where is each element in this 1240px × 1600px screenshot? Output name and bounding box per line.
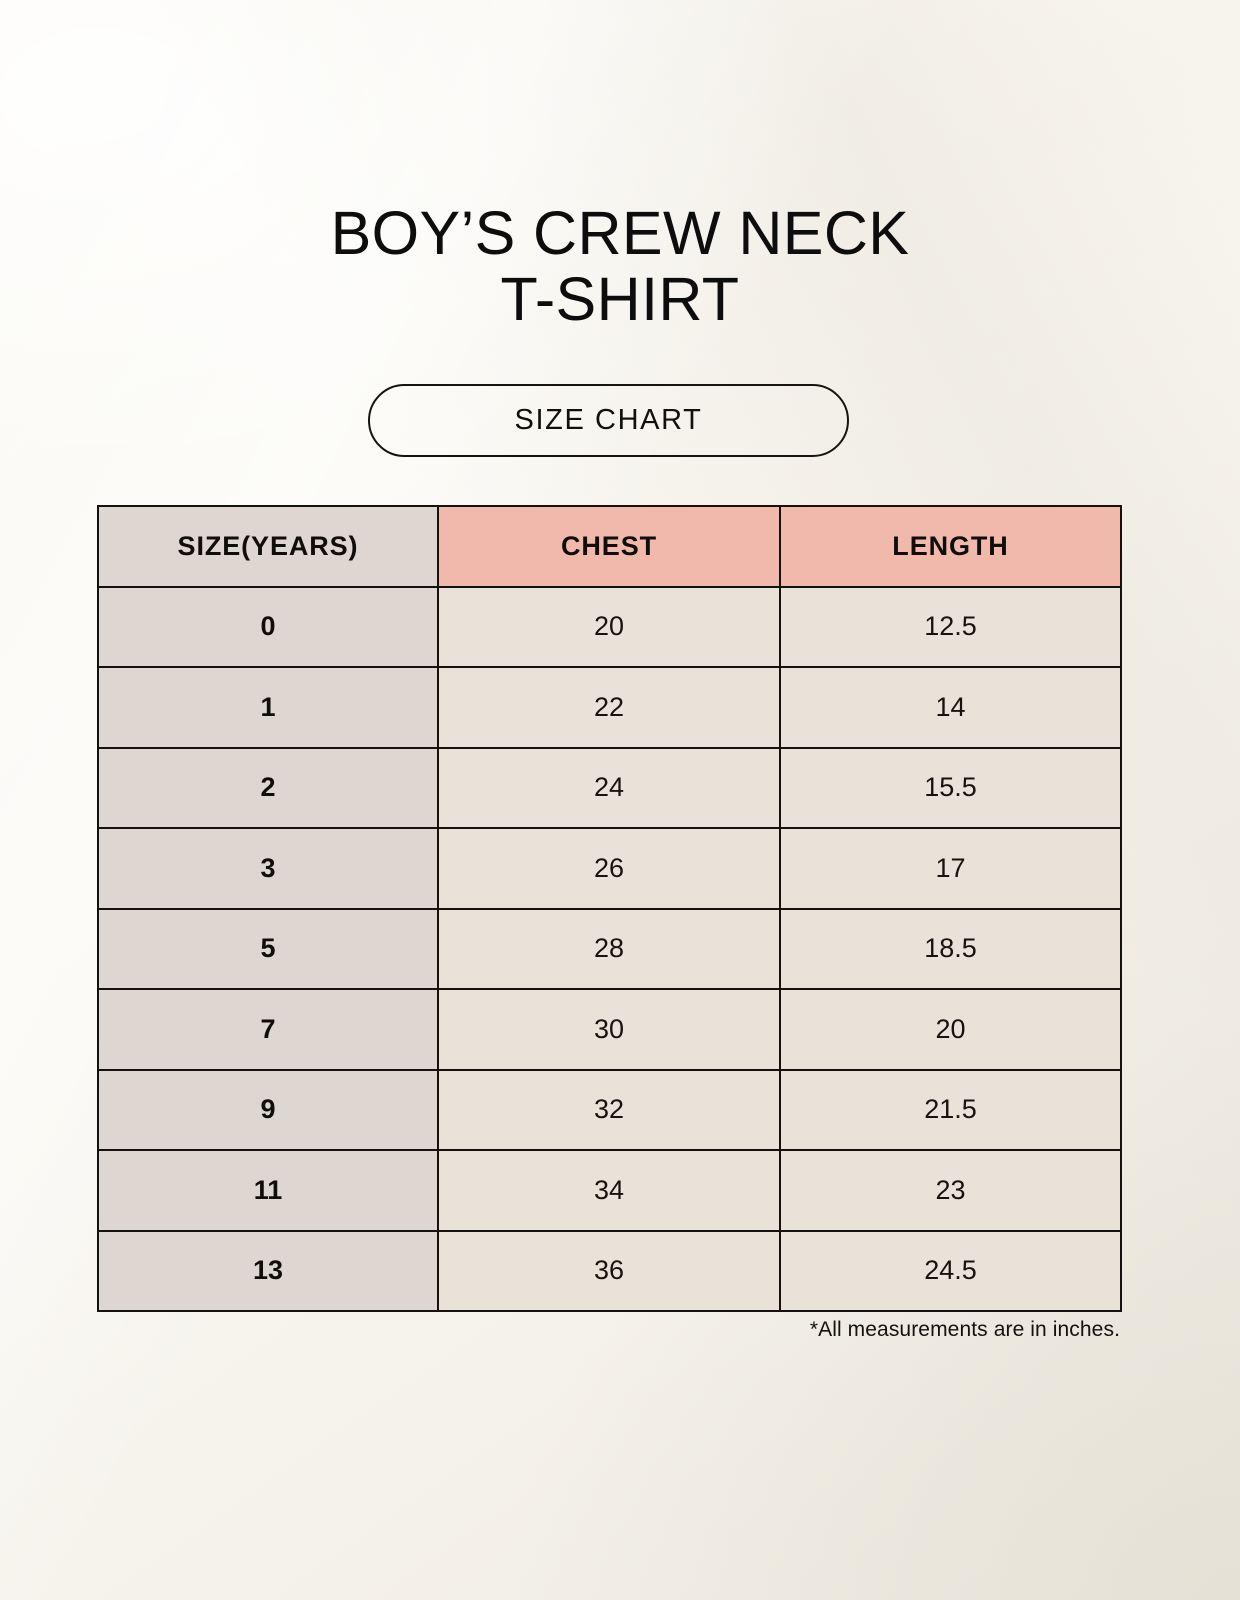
cell-chest: 20 [437,585,781,668]
cell-length: 21.5 [779,1068,1122,1151]
cell-length: 24.5 [779,1229,1122,1312]
table-header: SIZE(YEARS) CHEST LENGTH [97,505,1122,588]
cell-length: 17 [779,827,1122,910]
table-row: 11 34 23 [97,1149,1122,1232]
table-row: 0 20 12.5 [97,585,1122,668]
cell-length: 23 [779,1149,1122,1232]
column-header-size: SIZE(YEARS) [97,505,439,588]
table-row: 3 26 17 [97,827,1122,910]
table-body: 0 20 12.5 1 22 14 2 24 15.5 3 26 17 [97,585,1122,1312]
table-row: 13 36 24.5 [97,1229,1122,1312]
cell-chest: 24 [437,746,781,829]
column-header-chest: CHEST [437,505,781,588]
cell-length: 15.5 [779,746,1122,829]
cell-size: 2 [97,746,439,829]
table-row: 9 32 21.5 [97,1068,1122,1151]
cell-chest: 28 [437,907,781,990]
table-row: 2 24 15.5 [97,746,1122,829]
size-chart-badge: SIZE CHART [368,384,849,457]
cell-chest: 22 [437,666,781,749]
column-header-length: LENGTH [779,505,1122,588]
cell-length: 20 [779,988,1122,1071]
table-row: 5 28 18.5 [97,907,1122,990]
cell-size: 3 [97,827,439,910]
table-row: 7 30 20 [97,988,1122,1071]
size-table-container: SIZE(YEARS) CHEST LENGTH 0 20 12.5 1 22 … [97,505,1122,1312]
cell-length: 14 [779,666,1122,749]
table-row: 1 22 14 [97,666,1122,749]
cell-size: 13 [97,1229,439,1312]
title-block: BOY’S CREW NECK T-SHIRT [0,200,1240,332]
cell-chest: 36 [437,1229,781,1312]
cell-chest: 34 [437,1149,781,1232]
cell-size: 1 [97,666,439,749]
cell-length: 18.5 [779,907,1122,990]
page-title: BOY’S CREW NECK T-SHIRT [330,199,910,333]
cell-size: 7 [97,988,439,1071]
measurement-unit-note: *All measurements are in inches. [809,1318,1120,1341]
cell-size: 5 [97,907,439,990]
cell-size: 0 [97,585,439,668]
cell-size: 9 [97,1068,439,1151]
cell-chest: 32 [437,1068,781,1151]
cell-chest: 26 [437,827,781,910]
size-chart-badge-label: SIZE CHART [514,404,703,436]
cell-length: 12.5 [779,585,1122,668]
cell-size: 11 [97,1149,439,1232]
cell-chest: 30 [437,988,781,1071]
table-header-row: SIZE(YEARS) CHEST LENGTH [97,505,1122,588]
size-chart-table: SIZE(YEARS) CHEST LENGTH 0 20 12.5 1 22 … [97,505,1122,1312]
